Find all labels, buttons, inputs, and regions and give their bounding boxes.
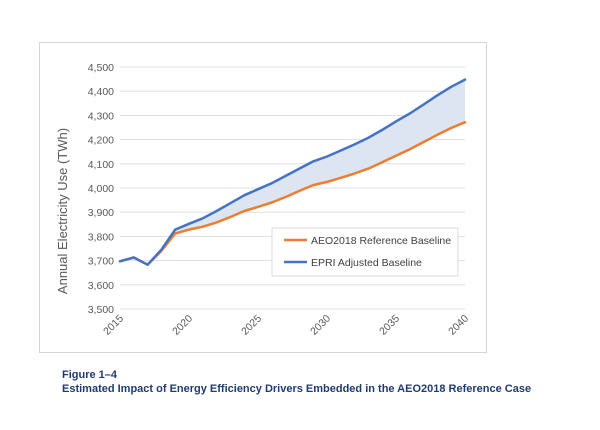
difference-fill (120, 79, 465, 265)
y-tick-label: 4,100 (88, 159, 114, 171)
y-tick-label: 3,500 (88, 304, 114, 316)
y-tick-label: 3,900 (88, 207, 114, 219)
x-tick-label: 2040 (446, 313, 471, 338)
line-chart: 3,500 3,600 3,700 3,800 3,900 4,000 4,100 4,200… (55, 62, 471, 338)
series-line-aeo2018 (118, 120, 467, 266)
x-tick-label: 2025 (239, 313, 264, 338)
chart-frame: 3,500 3,600 3,700 3,800 3,900 4,000 4,100 4,200… (39, 42, 487, 353)
y-tick-label: 3,600 (88, 280, 114, 292)
legend-label-aeo: AEO2018 Reference Baseline (311, 235, 451, 247)
figure-title: Estimated Impact of Energy Efficiency Dr… (62, 383, 532, 395)
series-line-epri (118, 78, 467, 266)
difference-area (120, 79, 465, 265)
x-axis-ticks: 2015 2020 2025 2030 2035 2040 (101, 313, 471, 338)
series-lines (118, 78, 467, 266)
y-axis-title: Annual Electricity Use (TWh) (55, 128, 70, 294)
figure-number: Figure 1–4 (62, 369, 118, 381)
legend-label-epri: EPRI Adjusted Baseline (311, 257, 422, 269)
x-tick-label: 2015 (101, 313, 126, 338)
x-tick-label: 2030 (308, 313, 333, 338)
y-tick-label: 4,500 (88, 62, 114, 74)
y-tick-label: 4,200 (88, 135, 114, 147)
y-tick-label: 4,400 (88, 86, 114, 98)
y-axis-ticks: 3,500 3,600 3,700 3,800 3,900 4,000 4,100 4,200… (88, 62, 114, 316)
x-tick-label: 2020 (170, 313, 195, 338)
y-tick-label: 3,800 (88, 231, 114, 243)
y-tick-label: 3,700 (88, 256, 114, 268)
figure-caption: Figure 1–4 Estimated Impact of Energy Ef… (62, 368, 582, 396)
y-tick-label: 4,000 (88, 183, 114, 195)
legend: AEO2018 Reference Baseline EPRI Adjusted… (271, 227, 459, 277)
legend-box (271, 227, 459, 277)
y-tick-label: 4,300 (88, 110, 114, 122)
x-tick-label: 2035 (377, 313, 402, 338)
